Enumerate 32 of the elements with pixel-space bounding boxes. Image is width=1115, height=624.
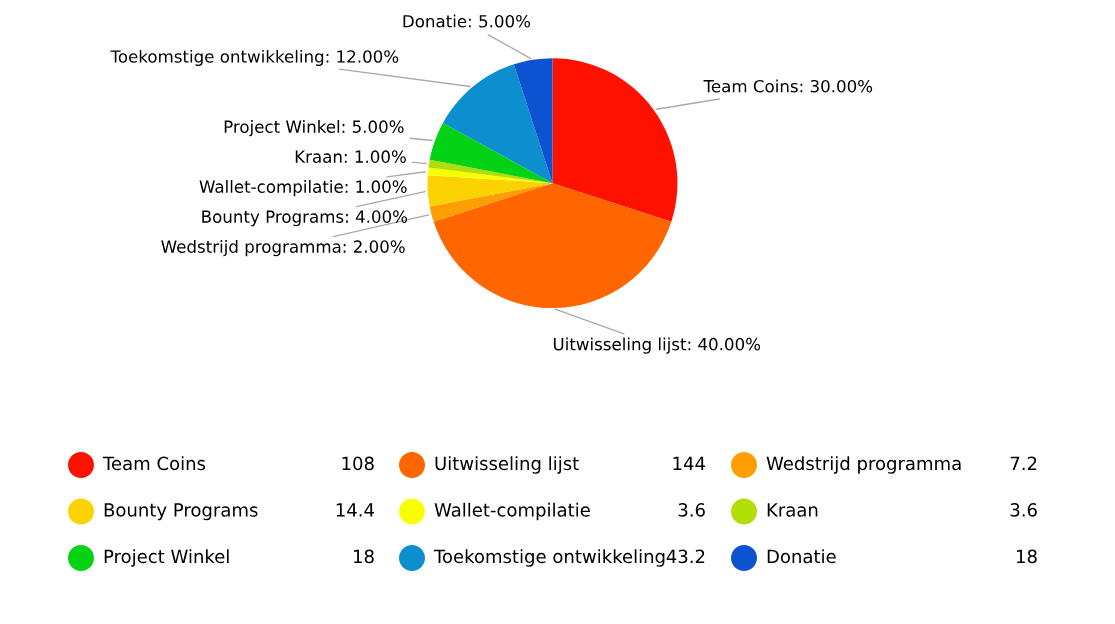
pie-slice [429, 122, 553, 184]
text: Uitwisseling lijst: 40.00% [553, 337, 761, 354]
data-label: 7.2 [1010, 456, 1037, 470]
text: Bounty Programs: 4.00% [202, 210, 408, 227]
pie-slice [442, 64, 553, 184]
data-label: 43.2 [666, 549, 705, 564]
text: Kraan: 1.00% [295, 150, 406, 163]
data-label: 14.4 [336, 503, 374, 517]
text: Wedstrijd programma: 2.00% [161, 240, 405, 257]
legend-label: Toekomstige ontwikkeling [433, 549, 665, 567]
data-label: 108 [342, 456, 374, 471]
legend-label: Wallet-compilatie [434, 502, 590, 521]
legend-label: Team Coins [102, 456, 206, 471]
text: Donatie: 5.00% [403, 14, 531, 28]
legend-label: Bounty Programs [104, 503, 258, 521]
text: Project Winkel: 5.00% [224, 120, 404, 137]
data-label: 144 [673, 456, 705, 470]
text: Toekomstige ontwikkeling: 12.00% [110, 49, 399, 67]
legend-label: Project Winkel [104, 549, 229, 567]
legend-label: Kraan [767, 503, 818, 517]
data-label: 18 [1017, 549, 1037, 564]
pie-slice [552, 58, 678, 222]
pie-slice [427, 175, 553, 207]
legend-label: Uitwisseling lijst [435, 456, 579, 474]
data-label: 3.6 [678, 503, 705, 517]
legend-label: Donatie [767, 549, 836, 564]
text: Wallet-compilatie: 1.00% [199, 180, 407, 197]
data-label: 3.6 [1010, 503, 1037, 517]
legend-label: Wedstrijd programma [766, 456, 961, 474]
data-label: 18 [354, 549, 374, 564]
text: Team Coins: 30.00% [703, 79, 873, 93]
pie-slice [433, 183, 672, 309]
